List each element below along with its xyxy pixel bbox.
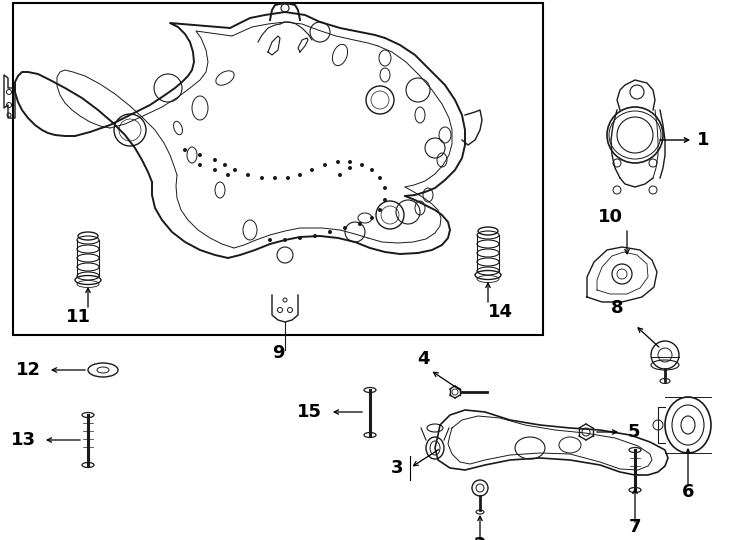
Circle shape [370, 216, 374, 220]
Circle shape [273, 176, 277, 180]
Circle shape [226, 173, 230, 177]
Text: 5: 5 [628, 423, 641, 441]
Circle shape [328, 230, 332, 234]
Circle shape [343, 226, 347, 230]
Text: 3: 3 [390, 459, 403, 477]
Circle shape [310, 168, 314, 172]
Bar [13, 3, 543, 335]
Circle shape [233, 168, 237, 172]
Text: 9: 9 [272, 344, 284, 362]
Circle shape [383, 186, 387, 190]
Text: 10: 10 [597, 208, 622, 226]
Circle shape [360, 163, 364, 167]
Circle shape [323, 163, 327, 167]
Circle shape [378, 176, 382, 180]
Circle shape [260, 176, 264, 180]
Circle shape [246, 173, 250, 177]
Circle shape [213, 158, 217, 162]
Circle shape [348, 160, 352, 164]
Circle shape [338, 173, 342, 177]
Circle shape [298, 173, 302, 177]
Text: 13: 13 [11, 431, 36, 449]
Text: 2: 2 [473, 536, 486, 540]
Circle shape [213, 168, 217, 172]
Circle shape [370, 168, 374, 172]
Text: 8: 8 [611, 299, 623, 317]
Circle shape [336, 160, 340, 164]
Text: 4: 4 [417, 350, 429, 368]
Circle shape [183, 148, 187, 152]
Circle shape [198, 153, 202, 157]
Text: 6: 6 [682, 483, 694, 501]
Circle shape [378, 208, 382, 212]
Circle shape [198, 163, 202, 167]
Circle shape [358, 222, 362, 226]
Circle shape [383, 198, 387, 202]
Text: 11: 11 [65, 308, 90, 326]
Circle shape [286, 176, 290, 180]
Circle shape [313, 234, 317, 238]
Text: 15: 15 [297, 403, 322, 421]
Circle shape [283, 238, 287, 242]
Text: 12: 12 [16, 361, 41, 379]
Circle shape [348, 166, 352, 170]
Circle shape [223, 163, 227, 167]
Text: 14: 14 [487, 303, 512, 321]
Text: 7: 7 [629, 518, 642, 536]
Circle shape [268, 238, 272, 242]
Text: 1: 1 [697, 131, 710, 149]
Circle shape [298, 236, 302, 240]
